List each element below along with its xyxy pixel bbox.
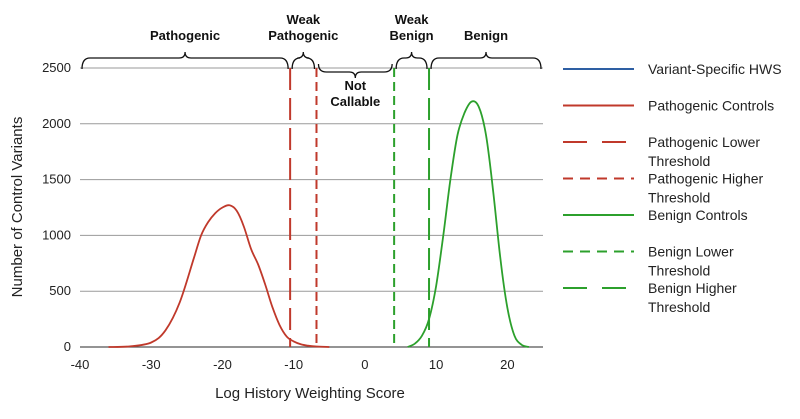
region-label: Benign: [390, 28, 434, 43]
region-bracket: [291, 51, 316, 70]
x-tick-label: 10: [429, 357, 443, 372]
y-tick-label: 2000: [42, 116, 71, 131]
x-tick-label: 20: [500, 357, 514, 372]
legend-label: Pathogenic Higher: [648, 171, 764, 187]
region-label: Weak: [395, 12, 429, 27]
region-label: Pathogenic: [268, 28, 338, 43]
region-layer: PathogenicWeakPathogenicNotCallableWeakB…: [81, 12, 542, 109]
legend-label: Pathogenic Controls: [648, 98, 774, 114]
legend-label: Benign Controls: [648, 207, 748, 223]
region-label: Benign: [464, 28, 508, 43]
x-tick-label: -40: [71, 357, 90, 372]
series-layer: [108, 100, 530, 348]
region-bracket: [317, 63, 393, 79]
grid-layer: [80, 67, 543, 348]
region-label: Weak: [286, 12, 320, 27]
y-tick-label: 500: [49, 283, 71, 298]
pathogenic-controls-curve: [108, 204, 330, 348]
region-label: Not: [344, 78, 366, 93]
legend-label: Threshold: [648, 153, 710, 169]
region-label: Callable: [330, 94, 380, 109]
legend: Variant-Specific HWS Pathogenic Controls P…: [563, 61, 782, 315]
x-tick-label: -20: [213, 357, 232, 372]
legend-label: Threshold: [648, 263, 710, 279]
y-tick-label: 2500: [42, 60, 71, 75]
legend-label: Benign Higher: [648, 280, 737, 296]
legend-label: Threshold: [648, 190, 710, 206]
legend-label: Threshold: [648, 299, 710, 315]
threshold-layer: [289, 68, 431, 347]
legend-label: Variant-Specific HWS: [648, 61, 782, 77]
legend-label: Benign Lower: [648, 244, 734, 260]
axis-layer: Log History Weighting Score Number of Co…: [9, 60, 515, 402]
legend-label: Pathogenic Lower: [648, 134, 760, 150]
region-label: Pathogenic: [150, 28, 220, 43]
x-axis-title: Log History Weighting Score: [215, 385, 405, 402]
y-tick-label: 1000: [42, 227, 71, 242]
x-tick-label: -10: [284, 357, 303, 372]
y-tick-label: 1500: [42, 172, 71, 187]
y-tick-label: 0: [64, 339, 71, 354]
region-bracket: [430, 51, 542, 70]
region-bracket: [81, 51, 289, 70]
region-bracket: [395, 51, 428, 70]
benign-controls-curve: [407, 100, 530, 348]
x-tick-label: -30: [142, 357, 161, 372]
y-axis-title: Number of Control Variants: [9, 117, 26, 298]
x-tick-label: 0: [361, 357, 368, 372]
